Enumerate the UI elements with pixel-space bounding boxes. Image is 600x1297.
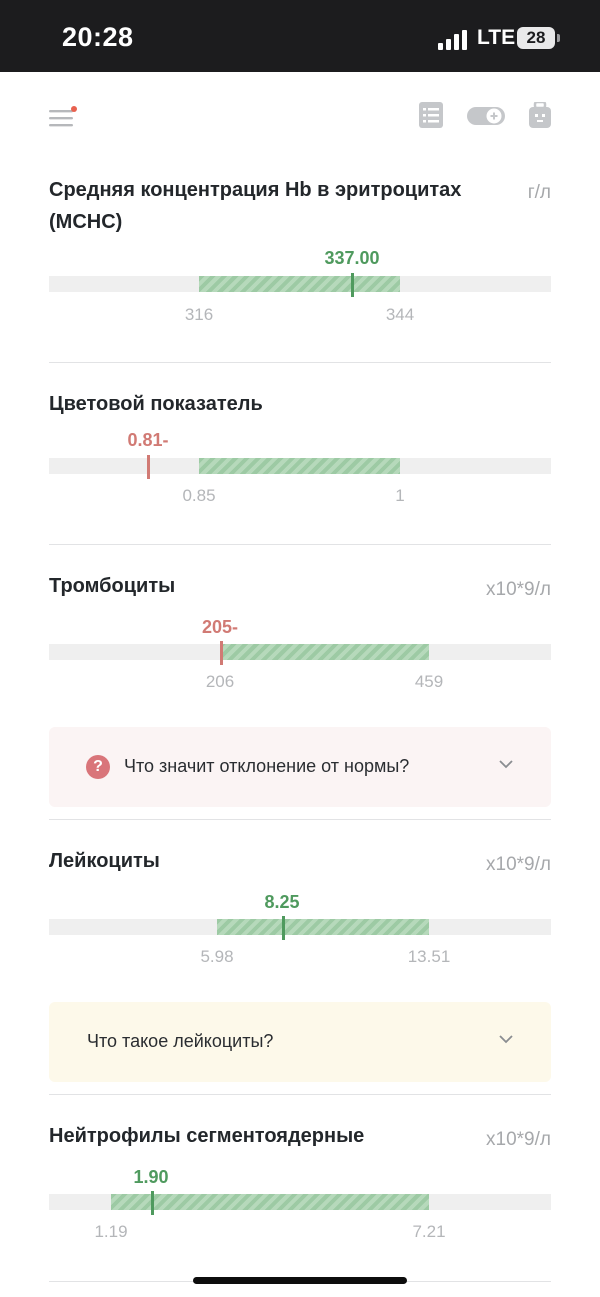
network-label: LTE — [477, 26, 516, 49]
metric-title-line1: Средняя концентрация Hb в эритроцитах — [49, 179, 462, 201]
metric-title-line2: (MCHC) — [49, 211, 123, 233]
menu-button[interactable] — [49, 106, 77, 127]
metric-title: Средняя концентрация Hb в эритроцитах (M… — [49, 174, 461, 238]
range-track — [49, 644, 551, 660]
toolbar — [0, 72, 600, 162]
deviation-info-accordion[interactable]: ? Что значит отклонение от нормы? — [49, 727, 551, 807]
metric-title: Нейтрофилы сегментоядерные — [49, 1125, 365, 1147]
value-marker — [220, 641, 223, 665]
value-marker — [282, 916, 285, 940]
metric-neutrophils: Нейтрофилы сегментоядерные x10*9/л 1.90 … — [49, 1112, 551, 1272]
metric-value: 1.90 — [133, 1167, 169, 1187]
metric-leukocytes: Лейкоциты x10*9/л 8.25 5.98 13.51 — [49, 838, 551, 998]
metric-platelets: Тромбоциты x10*9/л 205- 206 459 — [49, 562, 551, 722]
status-time: 20:28 — [62, 22, 134, 52]
divider — [49, 544, 551, 545]
info-text: Что такое лейкоциты? — [87, 1031, 274, 1051]
norm-range — [199, 276, 400, 292]
range-track — [49, 458, 551, 474]
range-low: 1.19 — [94, 1222, 128, 1241]
value-marker — [151, 1191, 154, 1215]
chevron-down-icon — [499, 1035, 513, 1044]
list-icon[interactable] — [419, 102, 443, 128]
home-indicator[interactable] — [193, 1277, 407, 1284]
medkit-icon[interactable] — [529, 102, 551, 128]
range-high: 1 — [395, 486, 405, 505]
metric-value: 337.00 — [324, 248, 380, 268]
question-icon: ? — [86, 755, 110, 779]
metric-title: Тромбоциты — [49, 575, 176, 597]
metric-unit: x10*9/л — [486, 1129, 551, 1150]
metric-unit: x10*9/л — [486, 854, 551, 875]
leukocytes-info-accordion[interactable]: Что такое лейкоциты? — [49, 1002, 551, 1082]
toggle-add-icon[interactable] — [467, 105, 505, 127]
range-track — [49, 1194, 551, 1210]
range-high: 7.21 — [412, 1222, 446, 1241]
metric-title: Лейкоциты — [49, 850, 160, 872]
norm-range — [111, 1194, 429, 1210]
norm-range — [220, 644, 429, 660]
range-low: 316 — [184, 305, 214, 324]
value-marker — [147, 455, 150, 479]
divider — [49, 819, 551, 820]
norm-range — [199, 458, 400, 474]
range-track — [49, 276, 551, 292]
range-high: 13.51 — [407, 947, 451, 966]
info-text: Что значит отклонение от нормы? — [124, 756, 410, 776]
metric-value: 0.81- — [127, 430, 169, 450]
range-low: 5.98 — [200, 947, 234, 966]
menu-icon — [49, 106, 77, 127]
value-marker — [351, 273, 354, 297]
range-low: 0.85 — [182, 486, 216, 505]
metric-value: 205- — [201, 617, 239, 637]
signal-icon — [438, 30, 467, 50]
divider — [49, 362, 551, 363]
metric-unit: г/л — [527, 182, 551, 203]
status-bar: 20:28 LTE 28 — [0, 0, 600, 72]
range-high: 344 — [385, 305, 415, 324]
battery-icon: 28 — [517, 27, 555, 49]
range-high: 459 — [414, 672, 444, 691]
metric-mchc: Средняя концентрация Hb в эритроцитах (M… — [49, 170, 551, 360]
metric-value: 8.25 — [264, 892, 300, 912]
metric-title: Цветовой показатель — [49, 393, 263, 415]
divider — [49, 1094, 551, 1095]
range-low: 206 — [205, 672, 235, 691]
battery-tip — [557, 34, 560, 42]
norm-range — [217, 919, 429, 935]
metric-color-index: Цветовой показатель 0.81- 0.85 1 — [49, 380, 551, 540]
notification-dot — [71, 106, 77, 112]
chevron-down-icon — [499, 760, 513, 769]
range-track — [49, 919, 551, 935]
metric-unit: x10*9/л — [486, 579, 551, 600]
